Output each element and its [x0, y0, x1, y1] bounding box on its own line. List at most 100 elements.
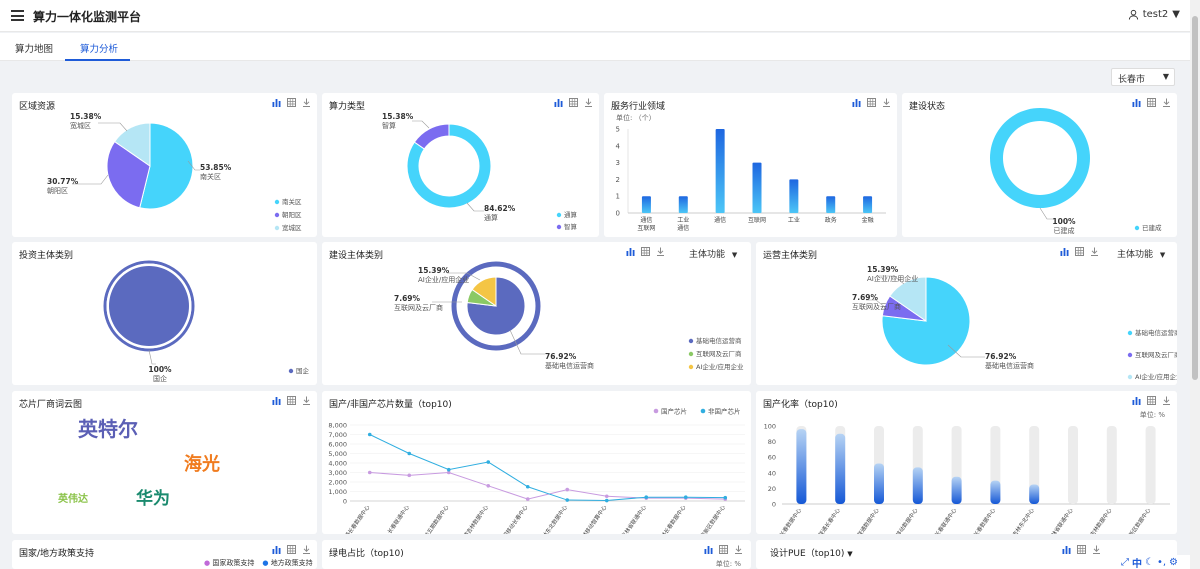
pie-slice — [466, 276, 526, 336]
card-policy: 国家/地方政策支持 ● 国家政策支持 ● 地方政策支持 — [12, 540, 317, 569]
bar-chart-icon[interactable] — [554, 98, 563, 107]
download-icon[interactable] — [656, 247, 665, 256]
pie-labels: 76.92%基础电信运营商 7.69%互联网及云厂商 15.39%AI企业/应用企业 — [394, 266, 594, 370]
invest-ring-chart: 100%国企 国企 — [103, 260, 310, 383]
function-select-value: 主体功能 — [689, 250, 726, 260]
download-icon[interactable] — [302, 545, 311, 554]
unit-label: 单位: （个） — [616, 114, 656, 122]
expand-icon[interactable]: ⤢ — [1121, 556, 1129, 568]
bar — [789, 179, 799, 213]
x-tick-label: 通信 — [677, 224, 689, 232]
bar-chart-icon[interactable] — [852, 98, 861, 107]
download-icon[interactable] — [734, 545, 743, 554]
bar-chart-icon[interactable] — [1132, 396, 1141, 405]
download-icon[interactable] — [1090, 247, 1099, 256]
bar-chart-icon[interactable] — [1132, 98, 1141, 107]
legend-dot — [688, 338, 694, 344]
function-select[interactable]: 主体功能 ▼ — [689, 247, 737, 260]
chevron-down-icon: ▼ — [1162, 72, 1169, 81]
table-icon[interactable] — [641, 247, 650, 256]
x-tick-label: 工业 — [788, 216, 800, 224]
y-tick-label: 8,000 — [328, 422, 347, 430]
table-icon[interactable] — [287, 545, 296, 554]
bar — [715, 129, 725, 213]
download-icon[interactable] — [1092, 545, 1101, 554]
moon-icon[interactable]: ☾ — [1145, 556, 1154, 568]
pie-slice — [406, 123, 492, 209]
x-tick-label: 吉林移动数据中心 — [888, 506, 920, 534]
y-tick-label: 3,000 — [328, 469, 347, 477]
table-icon[interactable] — [719, 545, 728, 554]
bar-chart-icon[interactable] — [272, 98, 281, 107]
x-tick-label: 中国移动联通长春数据中心 — [327, 503, 372, 534]
city-select[interactable]: 长春市 ▼ — [1111, 68, 1175, 86]
table-icon[interactable] — [1075, 247, 1084, 256]
legend-label: 南关区 — [282, 197, 302, 206]
slice-percent-label: 7.69% — [852, 293, 879, 302]
download-icon[interactable] — [1162, 98, 1171, 107]
table-icon[interactable] — [867, 98, 876, 107]
tab-analysis[interactable]: 算力分析 — [80, 44, 119, 55]
chevron-down-icon: ▼ — [1172, 9, 1180, 20]
y-tick-label: 1 — [616, 193, 620, 201]
function-select[interactable]: 主体功能 ▼ — [1117, 247, 1165, 260]
x-tick-label: 工业 — [677, 216, 689, 224]
menu-icon[interactable] — [11, 10, 24, 21]
bar — [796, 429, 807, 504]
table-icon[interactable] — [569, 98, 578, 107]
tab-map[interactable]: 算力地图 — [15, 44, 54, 55]
x-tick-label: 长春联通数据中心 — [849, 506, 881, 534]
label-leader-line — [148, 349, 156, 365]
outer-ring — [451, 261, 541, 351]
data-point — [565, 498, 570, 502]
slice-name-label: 通算 — [484, 213, 498, 222]
card-localization: 国产化率（top10) 单位: % 0 20 40 60 80 100 吉林省长春数据中心中… — [756, 391, 1177, 534]
download-icon[interactable] — [882, 98, 891, 107]
punctuation-icon[interactable]: •, — [1156, 556, 1167, 568]
ime-toolbar: ⤢ 中 ☾ •, ⚙ — [1118, 555, 1190, 569]
label-leader-line — [509, 329, 545, 355]
function-select-value: 主体功能 — [1117, 250, 1154, 260]
bar-marks — [796, 426, 1156, 504]
label-leader-line — [466, 202, 484, 212]
download-icon[interactable] — [1162, 396, 1171, 405]
x-tick-label: 长春新区数据中心 — [695, 503, 727, 534]
user-menu[interactable]: test2 ▼ — [1128, 9, 1180, 20]
label-leader-line — [447, 272, 481, 281]
bar-chart-icon[interactable] — [1060, 247, 1069, 256]
download-icon[interactable] — [302, 98, 311, 107]
pie-legend: 国企 — [288, 366, 310, 375]
table-icon[interactable] — [1147, 98, 1156, 107]
table-icon[interactable] — [1077, 545, 1086, 554]
bar-chart-icon[interactable] — [272, 396, 281, 405]
table-icon[interactable] — [287, 396, 296, 405]
scrollbar-thumb[interactable] — [1192, 16, 1198, 380]
data-point — [407, 473, 412, 478]
label-leader-line — [947, 344, 985, 358]
chinese-input-icon[interactable]: 中 — [1132, 558, 1142, 569]
legend-label: 智算 — [564, 222, 578, 231]
slice-name-label: 基础电信运营商 — [985, 361, 1034, 370]
bar — [874, 463, 884, 504]
bar-track — [1106, 426, 1117, 504]
bar-chart-icon[interactable] — [1062, 545, 1071, 554]
y-tick-label: 20 — [768, 485, 776, 493]
table-icon[interactable] — [1147, 396, 1156, 405]
table-icon[interactable] — [287, 98, 296, 107]
pie-slice — [106, 140, 151, 209]
pie-slices — [451, 261, 541, 351]
gear-icon[interactable]: ⚙ — [1169, 556, 1179, 568]
bar-chart-icon[interactable] — [626, 247, 635, 256]
card-pue[interactable]: 设计PUE（top10) ▼ — [756, 540, 1177, 569]
bar-chart-icon[interactable] — [272, 545, 281, 554]
download-icon[interactable] — [584, 98, 593, 107]
bar-chart-icon[interactable] — [704, 545, 713, 554]
y-tick-label: 2,000 — [328, 479, 347, 487]
card-title: 运营主体类别 — [763, 251, 818, 261]
download-icon[interactable] — [302, 396, 311, 405]
scrollbar[interactable] — [1190, 0, 1200, 569]
legend-dot — [274, 225, 280, 231]
card-title[interactable]: 设计PUE（top10) ▼ — [770, 546, 853, 559]
